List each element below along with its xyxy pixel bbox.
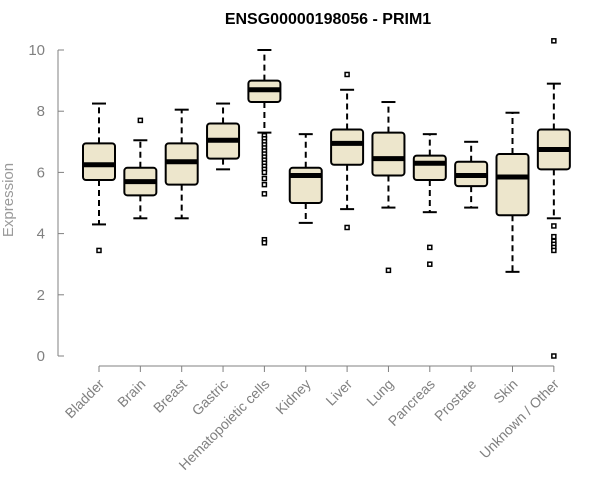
outlier-point [137, 117, 144, 124]
y-tick-label: 0 [37, 348, 45, 365]
box-10 [495, 111, 530, 273]
box-iqr [495, 153, 530, 217]
box-5 [288, 133, 323, 224]
outlier-point [427, 244, 433, 251]
x-tick-label: Liver [322, 376, 355, 409]
x-tick-label: Bladder [62, 376, 108, 422]
box-0 [82, 102, 116, 254]
outlier-point [344, 71, 350, 78]
outlier-point [261, 169, 268, 176]
x-tick-label: Lung [363, 376, 396, 409]
y-tick-label: 2 [37, 287, 45, 304]
x-tick-label: Prostate [431, 376, 479, 424]
outlier-point [551, 223, 557, 229]
box-6 [330, 71, 365, 231]
outlier-point [261, 181, 268, 188]
y-axis-label: Expression [0, 163, 17, 237]
y-tick-label: 4 [37, 226, 45, 243]
box-iqr [412, 154, 447, 182]
box-8 [412, 133, 447, 267]
box-7 [371, 101, 406, 274]
box-iqr [330, 128, 365, 166]
box-3 [206, 102, 241, 171]
box-group [82, 38, 571, 359]
outlier-point [551, 247, 557, 254]
outlier-point [551, 353, 557, 359]
y-axis: 0 2 4 6 8 10 [28, 42, 64, 365]
x-tick-label: Brain [114, 376, 148, 410]
outlier-point [261, 240, 268, 246]
outlier-point [344, 224, 350, 231]
box-2 [164, 108, 199, 220]
outlier-point [385, 267, 392, 274]
box-iqr [371, 131, 406, 177]
y-tick-label: 6 [37, 164, 45, 181]
y-tick-label: 10 [28, 42, 45, 59]
x-tick-label: Skin [490, 376, 521, 407]
outlier-point [551, 38, 557, 44]
outlier-point [261, 175, 268, 182]
box-9 [454, 140, 489, 209]
y-tick-label: 8 [37, 103, 45, 120]
x-tick-label: Breast [150, 376, 190, 416]
outlier-point [96, 247, 102, 254]
chart-title: ENSG00000198056 - PRIM1 [225, 11, 431, 28]
box-1 [123, 117, 158, 220]
box-4 [247, 49, 282, 246]
outlier-point [261, 191, 268, 197]
outlier-point [551, 233, 557, 240]
outlier-point [427, 261, 433, 267]
x-tick-label: Kidney [272, 376, 314, 418]
box-11 [536, 38, 571, 359]
box-iqr [82, 142, 116, 182]
